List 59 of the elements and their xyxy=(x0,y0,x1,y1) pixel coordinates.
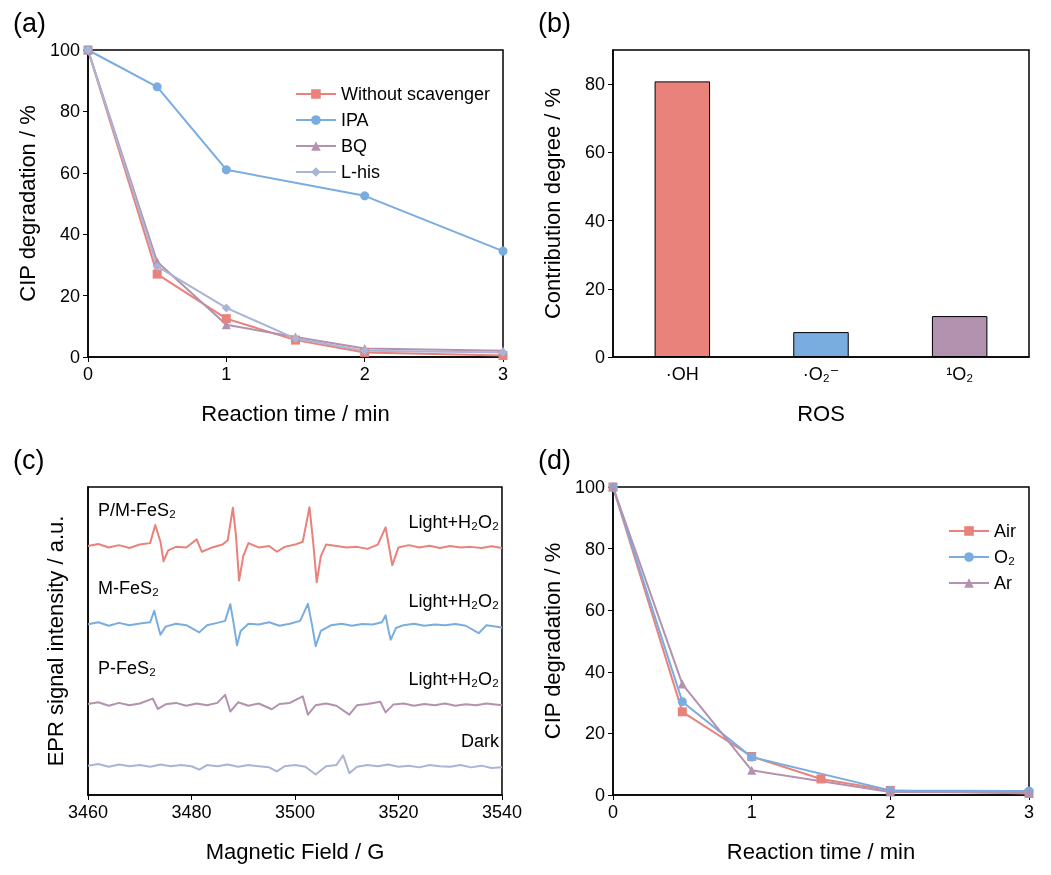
y-tick-label: 0 xyxy=(69,347,80,367)
y-axis-title: EPR signal intensity / a.u. xyxy=(42,515,68,767)
x-tick-label: 2 xyxy=(359,364,370,384)
x-tick-label: 1 xyxy=(746,802,757,822)
y-tick-label: 60 xyxy=(59,162,80,183)
annotation: Dark xyxy=(460,731,500,752)
x-tick-label: ¹O₂ xyxy=(946,364,974,384)
y-tick-label: 40 xyxy=(59,224,80,245)
legend-label: BQ xyxy=(340,136,367,156)
annotation: Light+H₂O₂ xyxy=(408,512,499,533)
y-tick-label: 0 xyxy=(594,347,605,367)
y-tick-label: 100 xyxy=(49,40,80,60)
chart-title: (d) xyxy=(538,444,571,475)
legend-label: O₂ xyxy=(994,547,1015,567)
x-tick-label: ·O₂⁻ xyxy=(802,364,840,384)
y-tick-label: 40 xyxy=(584,661,605,682)
annotation: Light+H₂O₂ xyxy=(408,591,499,612)
x-axis-title: Reaction time / min xyxy=(726,838,916,864)
legend-label: IPA xyxy=(340,110,369,130)
x-tick-label: 0 xyxy=(82,364,94,384)
x-tick-label: 3540 xyxy=(481,802,522,822)
y-tick-label: 40 xyxy=(584,210,605,231)
y-tick-label: 100 xyxy=(574,477,605,497)
y-tick-label: 80 xyxy=(584,538,605,559)
series-label: P-FeS₂ xyxy=(98,658,157,679)
x-tick-label: 3460 xyxy=(67,802,109,822)
chart-title: (a) xyxy=(13,7,46,38)
x-axis-title: Reaction time / min xyxy=(201,400,390,426)
y-axis-title: CIP degradation / % xyxy=(539,542,565,740)
chart-title: (c) xyxy=(13,444,45,475)
y-tick-label: 80 xyxy=(584,74,605,95)
chart-title: (b) xyxy=(538,7,571,38)
x-tick-label: 3 xyxy=(1023,802,1035,822)
y-tick-label: 20 xyxy=(584,278,605,299)
x-tick-label: 3520 xyxy=(378,802,419,822)
x-axis-title: Magnetic Field / G xyxy=(205,838,385,864)
x-tick-label: 3480 xyxy=(171,802,212,822)
y-tick-label: 60 xyxy=(584,142,605,163)
y-tick-label: 0 xyxy=(594,785,605,805)
x-axis-title: ROS xyxy=(797,400,845,426)
x-tick-label: 1 xyxy=(221,364,232,384)
x-tick-label: ·OH xyxy=(665,364,699,384)
y-tick-label: 20 xyxy=(584,723,605,744)
x-tick-label: 3500 xyxy=(274,802,316,822)
legend-label: Air xyxy=(994,521,1017,541)
legend-label: L-his xyxy=(340,162,380,182)
y-tick-label: 20 xyxy=(59,285,80,306)
legend-label: Without scavenger xyxy=(340,84,491,104)
series-label: P/M-FeS₂ xyxy=(98,500,177,521)
annotation: Light+H₂O₂ xyxy=(408,669,499,690)
y-tick-label: 80 xyxy=(59,101,80,122)
x-tick-label: 3 xyxy=(497,364,509,384)
y-axis-title: Contribution degree / % xyxy=(539,87,565,320)
y-axis-title: CIP degradation / % xyxy=(14,105,40,302)
x-tick-label: 0 xyxy=(607,802,619,822)
x-tick-label: 2 xyxy=(885,802,896,822)
legend-label: Ar xyxy=(994,573,1013,593)
series-label: M-FeS₂ xyxy=(98,578,159,599)
y-tick-label: 60 xyxy=(584,600,605,621)
